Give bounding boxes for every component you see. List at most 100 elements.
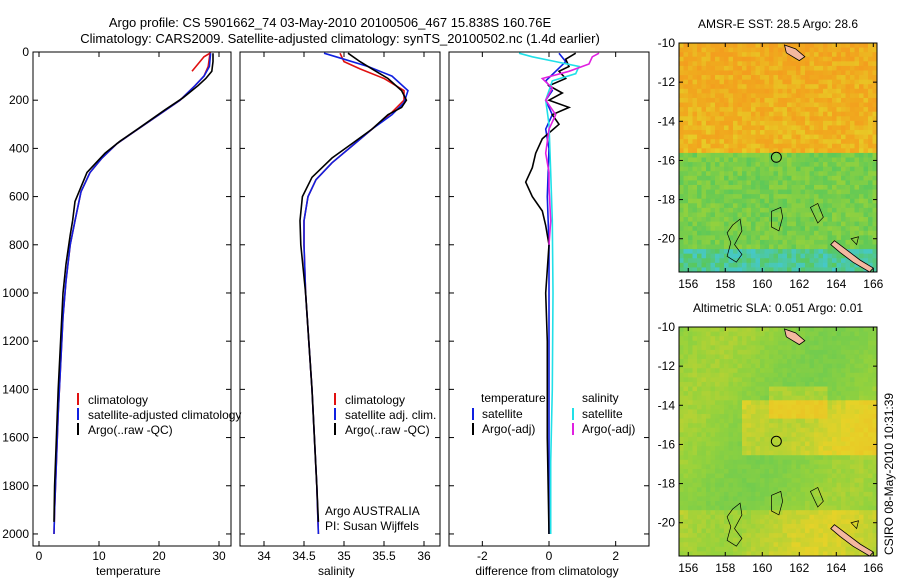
series-line-2-3 xyxy=(540,52,600,245)
series-line-2-1 xyxy=(524,52,577,535)
x-tick-label: -2 xyxy=(477,549,488,563)
x-tick-label: 162 xyxy=(789,561,809,575)
reef-contour xyxy=(771,490,783,516)
temperature-profile-panel: 0 10 20 30 temperature 0 200 400 600 800 1000 1200 1… xyxy=(2,45,241,578)
heatmap-cells xyxy=(679,327,878,557)
legend-label: climatology xyxy=(88,393,148,407)
series-line-1-1 xyxy=(303,52,409,535)
credit-line2: PI: Susan Wijffels xyxy=(325,519,419,533)
x-tick-label: 10 xyxy=(92,549,106,563)
legend-label: Argo(-adj) xyxy=(482,422,535,436)
x-tick-label: 166 xyxy=(863,561,883,575)
x-tick-label: 30 xyxy=(212,549,226,563)
legend-label: Argo(..raw -QC) xyxy=(345,423,430,437)
x-tick-label: 166 xyxy=(863,277,883,291)
figure-title-line1: Argo profile: CS 5901662_74 03-May-2010 … xyxy=(109,15,552,30)
y-tick-label: 1600 xyxy=(2,431,29,445)
reef-contour xyxy=(850,520,859,530)
x-axis-label: difference from climatology xyxy=(475,564,618,578)
y-tick-label: 800 xyxy=(9,238,29,252)
y-tick-label: -18 xyxy=(658,477,676,491)
x-tick-label: 36 xyxy=(417,549,431,563)
y-tick-label: 1400 xyxy=(2,382,29,396)
y-tick-label: 600 xyxy=(9,190,29,204)
y-tick-label: -10 xyxy=(658,320,676,334)
x-tick-label: 20 xyxy=(152,549,166,563)
reef-contour xyxy=(809,203,824,224)
y-tick-label: -18 xyxy=(658,193,676,207)
argo-position-marker xyxy=(770,435,782,447)
series-line-0-0 xyxy=(53,51,212,535)
x-tick-label: 158 xyxy=(715,277,735,291)
plot-frame xyxy=(239,51,441,547)
plot-frame xyxy=(32,51,232,547)
legend-label: satellite adj. clim. xyxy=(345,408,436,422)
series-line-1-2 xyxy=(299,52,408,522)
legend-label: satellite xyxy=(482,407,523,421)
x-tick-label: 160 xyxy=(752,277,772,291)
x-tick-label: 0 xyxy=(36,549,43,563)
series-line-1-0 xyxy=(303,52,405,535)
map-title: Altimetric SLA: 0.051 Argo: 0.01 xyxy=(693,301,863,315)
x-tick-label: 35 xyxy=(337,549,351,563)
y-tick-label: -16 xyxy=(658,437,676,451)
island-north xyxy=(783,328,806,346)
y-tick-label: -12 xyxy=(658,359,676,373)
x-tick-label: 164 xyxy=(826,277,846,291)
reef-contour xyxy=(726,502,743,547)
x-tick-label: 34 xyxy=(257,549,271,563)
map-title: AMSR-E SST: 28.5 Argo: 28.6 xyxy=(698,17,858,31)
y-tick-label: 2000 xyxy=(2,527,29,541)
island-north xyxy=(783,44,806,62)
sla-map-panel: Altimetric SLA: 0.051 Argo: 0.01 156 158 16… xyxy=(658,301,884,575)
legend-label: Argo(..raw -QC) xyxy=(88,423,173,437)
reef-contour xyxy=(809,487,824,508)
heatmap-cells xyxy=(679,43,878,273)
y-tick-label: 200 xyxy=(9,93,29,107)
legend-label: satellite xyxy=(582,407,623,421)
y-tick-label: -10 xyxy=(658,36,676,50)
x-tick-label: 34.5 xyxy=(292,549,316,563)
y-tick-label: -12 xyxy=(658,75,676,89)
argo-position-marker xyxy=(770,151,782,163)
reef-contour xyxy=(771,206,783,232)
salinity-profile-panel: 34 34.5 35 35.5 36 salinity climatologysatelli… xyxy=(239,51,441,578)
sst-map-panel: AMSR-E SST: 28.5 Argo: 28.6 156 158 160 162 1… xyxy=(658,17,884,291)
y-tick-label: 1000 xyxy=(2,286,29,300)
x-tick-label: 0 xyxy=(546,549,553,563)
x-tick-label: 160 xyxy=(752,561,772,575)
reef-contour xyxy=(726,218,743,263)
y-tick-label: 1200 xyxy=(2,334,29,348)
y-tick-label: -20 xyxy=(658,232,676,246)
x-tick-label: 35.5 xyxy=(372,549,396,563)
credit-line1: Argo AUSTRALIA xyxy=(325,504,420,518)
x-tick-label: 156 xyxy=(678,277,698,291)
x-tick-label: 162 xyxy=(789,277,809,291)
legend-label: Argo(-adj) xyxy=(582,422,635,436)
series-line-0-1 xyxy=(53,53,212,535)
x-tick-label: 156 xyxy=(678,561,698,575)
figure-title-line2: Climatology: CARS2009. Satellite-adjuste… xyxy=(80,31,600,46)
legend-title-temperature: temperature xyxy=(481,391,546,405)
series-line-0-2 xyxy=(53,53,214,522)
reef-contour xyxy=(850,236,859,246)
x-axis-label: temperature xyxy=(96,564,161,578)
legend-title-salinity: salinity xyxy=(582,391,619,405)
map-frame xyxy=(678,42,878,273)
legend-label: climatology xyxy=(345,393,405,407)
y-tick-label: -14 xyxy=(658,114,676,128)
y-tick-label: -20 xyxy=(658,516,676,530)
x-tick-label: 2 xyxy=(612,549,619,563)
footer-timestamp: CSIRO 08-May-2010 10:31:39 xyxy=(882,393,896,555)
y-tick-label: -16 xyxy=(658,153,676,167)
x-tick-label: 158 xyxy=(715,561,735,575)
x-axis-label: salinity xyxy=(318,564,355,578)
map-frame xyxy=(678,326,878,557)
legend-label: satellite-adjusted climatology xyxy=(88,408,241,422)
y-tick-label: -14 xyxy=(658,398,676,412)
y-tick-label: 400 xyxy=(9,141,29,155)
y-tick-label: 1800 xyxy=(2,479,29,493)
y-tick-label: 0 xyxy=(22,45,29,59)
